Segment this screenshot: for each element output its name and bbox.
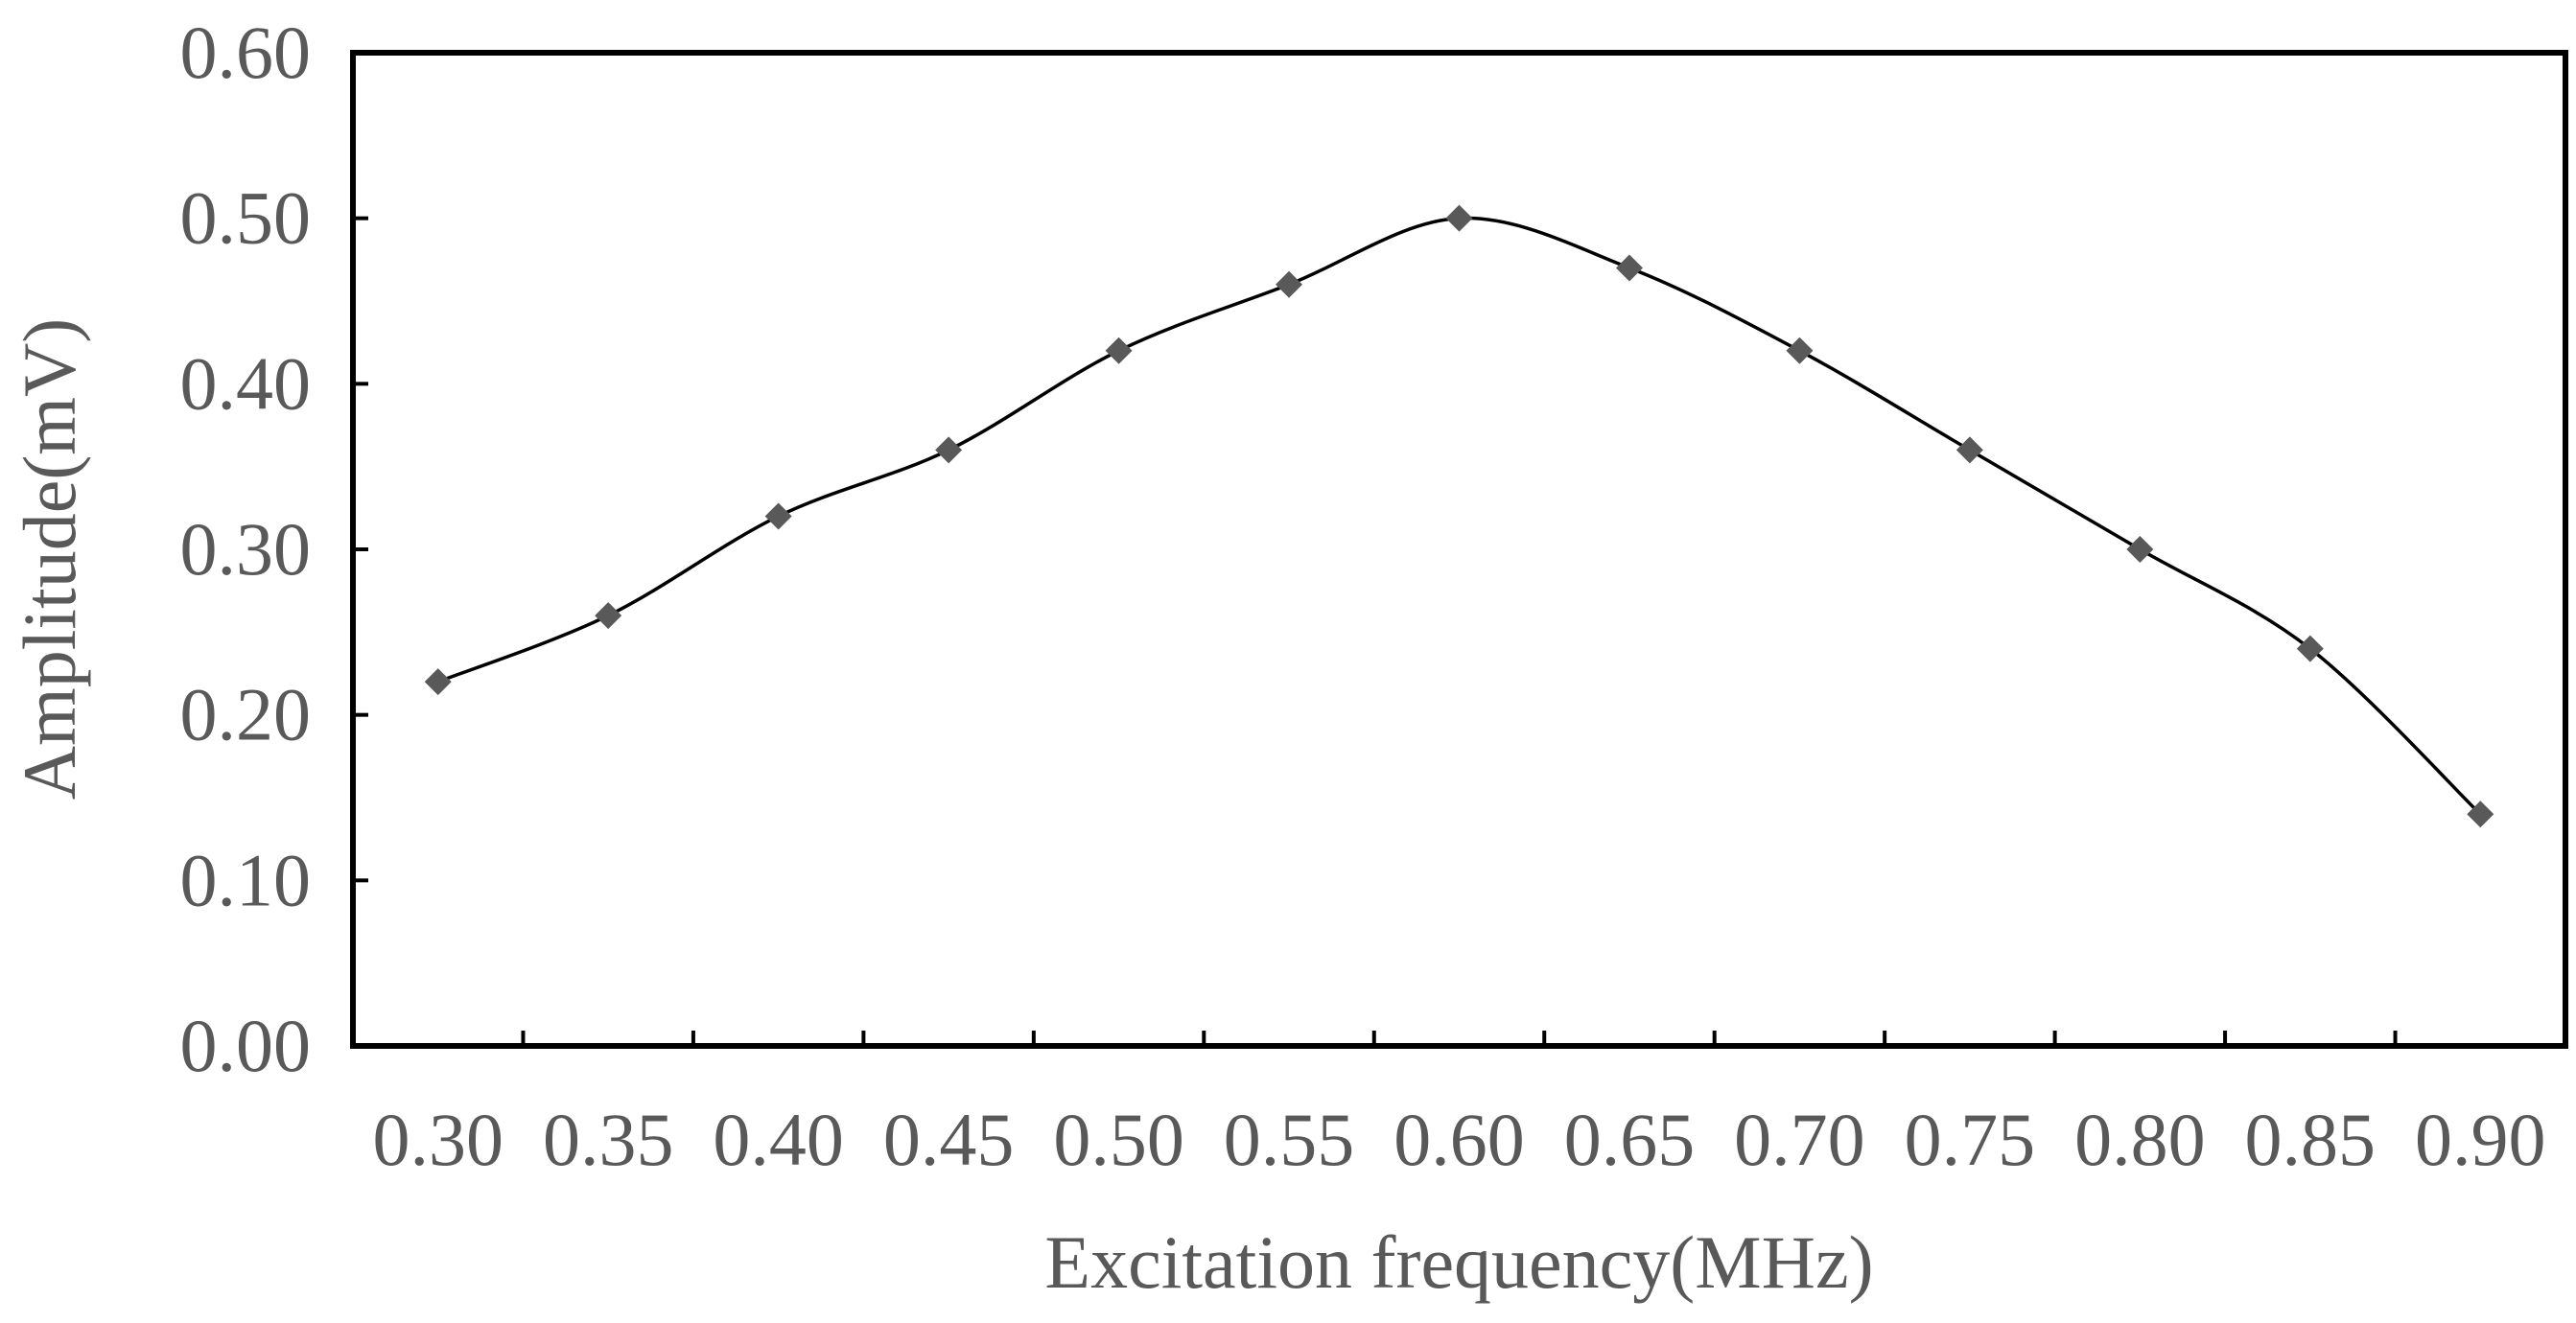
- x-tick-label: 0.60: [1393, 1098, 1525, 1181]
- data-point-marker: [1276, 270, 1303, 298]
- y-tick-label: 0.10: [180, 838, 312, 921]
- y-tick-label: 0.20: [180, 673, 312, 756]
- y-tick-label: 0.40: [180, 341, 312, 425]
- data-series: [424, 204, 2494, 828]
- data-point-marker: [2126, 536, 2154, 563]
- data-point-marker: [2467, 801, 2494, 828]
- x-tick-label: 0.55: [1224, 1098, 1355, 1181]
- data-point-marker: [935, 436, 963, 464]
- data-point-marker: [764, 502, 792, 530]
- y-tick-label: 0.00: [180, 1004, 312, 1087]
- data-point-marker: [1445, 204, 1473, 232]
- x-tick-label: 0.70: [1734, 1098, 1865, 1181]
- x-tick-label: 0.30: [372, 1098, 503, 1181]
- y-tick-label: 0.30: [180, 507, 312, 591]
- data-point-marker: [1955, 436, 1983, 464]
- x-tick-label: 0.35: [543, 1098, 674, 1181]
- x-tick-label: 0.85: [2245, 1098, 2377, 1181]
- data-point-marker: [1615, 254, 1643, 282]
- series-line: [437, 216, 2482, 816]
- y-tick-label: 0.60: [180, 11, 312, 94]
- data-point-marker: [2296, 635, 2324, 662]
- x-tick-label: 0.50: [1053, 1098, 1184, 1181]
- data-point-marker: [1786, 337, 1814, 364]
- data-point-marker: [1105, 337, 1133, 364]
- x-tick-label: 0.75: [1905, 1098, 2036, 1181]
- x-axis-tick-labels: 0.30 0.35 0.40 0.45 0.50 0.55 0.60 0.65 0.70 0.75…: [372, 1098, 2545, 1181]
- data-point-marker: [424, 668, 452, 696]
- y-tick-label: 0.50: [180, 176, 312, 260]
- x-axis-title: Excitation frequency(MHz): [1044, 1220, 1873, 1304]
- plot-frame: [350, 50, 2568, 1049]
- x-tick-label: 0.90: [2415, 1098, 2546, 1181]
- data-point-marker: [595, 602, 622, 630]
- x-tick-label: 0.45: [883, 1098, 1015, 1181]
- x-tick-label: 0.65: [1564, 1098, 1696, 1181]
- x-tick-label: 0.80: [2074, 1098, 2206, 1181]
- y-axis-tick-labels: 0.00 0.10 0.20 0.30 0.40 0.50 0.60: [180, 11, 312, 1087]
- x-tick-label: 0.40: [713, 1098, 844, 1181]
- y-axis-title: Amplitude(mV): [8, 318, 91, 801]
